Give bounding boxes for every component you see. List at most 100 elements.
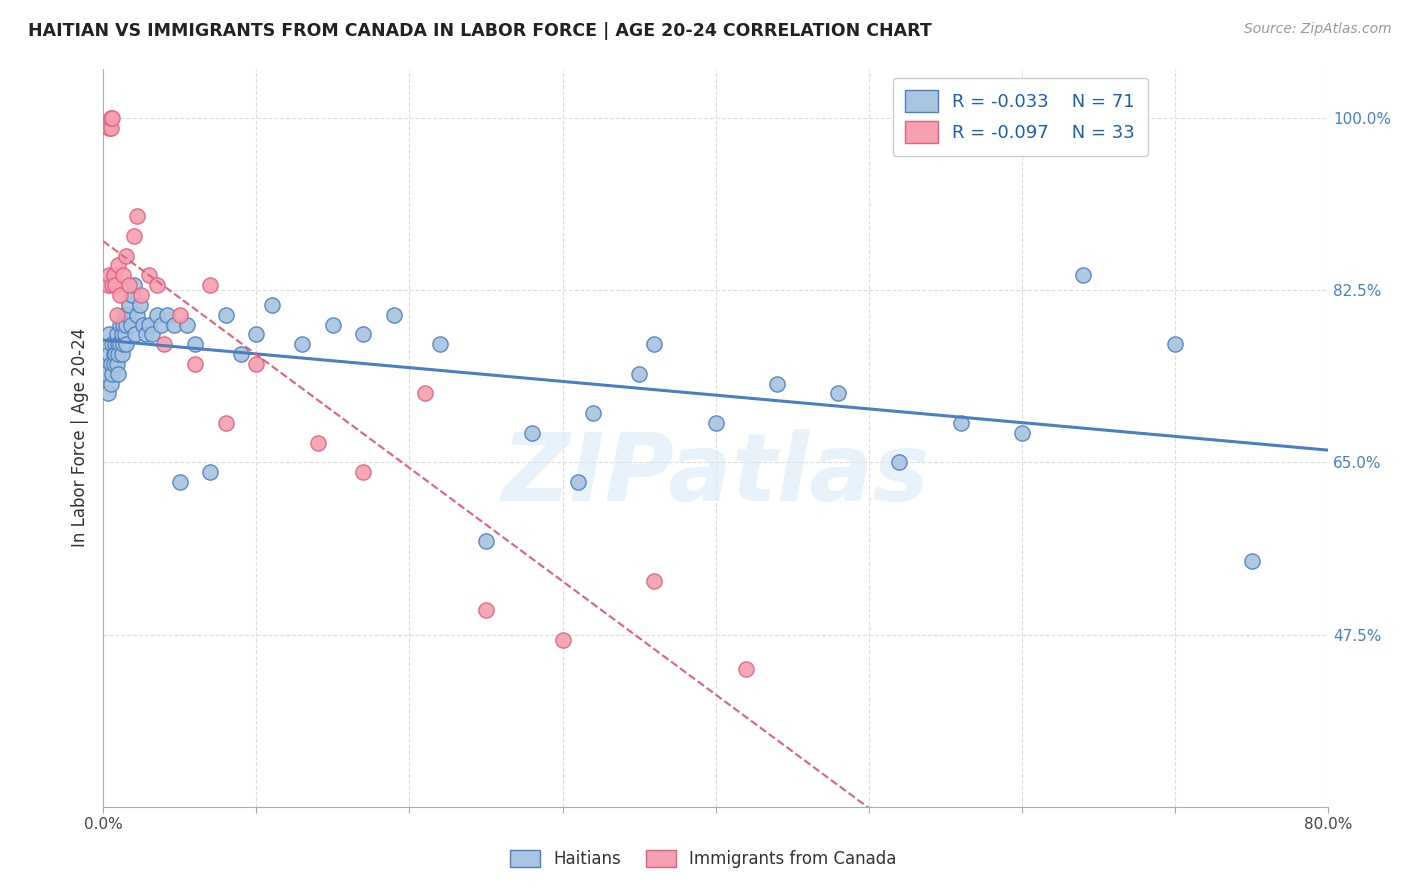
- Point: [567, 475, 589, 489]
- Point: [150, 318, 173, 332]
- Point: [112, 318, 135, 332]
- Point: [101, 111, 124, 125]
- Point: [118, 298, 141, 312]
- Point: [107, 347, 129, 361]
- Point: [101, 278, 124, 293]
- Point: [1240, 554, 1263, 568]
- Point: [100, 120, 122, 135]
- Point: [582, 406, 605, 420]
- Point: [643, 574, 665, 588]
- Y-axis label: In Labor Force | Age 20-24: In Labor Force | Age 20-24: [72, 328, 89, 548]
- Point: [132, 318, 155, 332]
- Text: Source: ZipAtlas.com: Source: ZipAtlas.com: [1244, 22, 1392, 37]
- Point: [135, 327, 157, 342]
- Point: [105, 308, 128, 322]
- Point: [107, 337, 129, 351]
- Point: [352, 327, 374, 342]
- Point: [200, 465, 222, 479]
- Point: [766, 376, 789, 391]
- Point: [1164, 337, 1187, 351]
- Point: [103, 268, 125, 283]
- Text: ZIPatlas: ZIPatlas: [502, 429, 929, 521]
- Point: [628, 367, 651, 381]
- Point: [889, 455, 911, 469]
- Point: [169, 308, 191, 322]
- Point: [110, 347, 132, 361]
- Point: [100, 376, 122, 391]
- Point: [118, 278, 141, 293]
- Point: [101, 367, 124, 381]
- Point: [120, 318, 142, 332]
- Point: [643, 337, 665, 351]
- Point: [184, 337, 207, 351]
- Point: [98, 347, 121, 361]
- Point: [98, 327, 121, 342]
- Point: [214, 308, 236, 322]
- Point: [97, 278, 120, 293]
- Point: [98, 120, 121, 135]
- Point: [98, 268, 121, 283]
- Point: [169, 475, 191, 489]
- Point: [145, 308, 167, 322]
- Point: [114, 308, 136, 322]
- Point: [96, 367, 118, 381]
- Point: [260, 298, 283, 312]
- Point: [245, 327, 267, 342]
- Point: [108, 318, 131, 332]
- Point: [291, 337, 314, 351]
- Point: [475, 534, 498, 549]
- Point: [153, 337, 176, 351]
- Point: [115, 249, 138, 263]
- Point: [382, 308, 405, 322]
- Point: [214, 416, 236, 430]
- Point: [735, 662, 758, 676]
- Legend: Haitians, Immigrants from Canada: Haitians, Immigrants from Canada: [503, 843, 903, 875]
- Point: [104, 347, 127, 361]
- Point: [949, 416, 972, 430]
- Point: [124, 327, 146, 342]
- Point: [101, 337, 124, 351]
- Point: [1011, 425, 1033, 440]
- Point: [551, 632, 574, 647]
- Point: [125, 209, 148, 223]
- Point: [110, 327, 132, 342]
- Point: [121, 288, 143, 302]
- Point: [245, 357, 267, 371]
- Point: [112, 268, 135, 283]
- Point: [100, 357, 122, 371]
- Point: [105, 357, 128, 371]
- Point: [322, 318, 344, 332]
- Point: [114, 327, 136, 342]
- Point: [108, 337, 131, 351]
- Point: [105, 327, 128, 342]
- Point: [107, 259, 129, 273]
- Point: [145, 278, 167, 293]
- Point: [184, 357, 207, 371]
- Point: [141, 327, 163, 342]
- Point: [352, 465, 374, 479]
- Point: [117, 308, 139, 322]
- Point: [176, 318, 198, 332]
- Point: [97, 386, 120, 401]
- Point: [827, 386, 849, 401]
- Legend: R = -0.033    N = 71, R = -0.097    N = 33: R = -0.033 N = 71, R = -0.097 N = 33: [893, 78, 1147, 156]
- Point: [131, 288, 153, 302]
- Point: [108, 288, 131, 302]
- Point: [125, 308, 148, 322]
- Point: [520, 425, 543, 440]
- Point: [115, 318, 138, 332]
- Point: [104, 337, 127, 351]
- Point: [103, 357, 125, 371]
- Point: [104, 278, 127, 293]
- Point: [413, 386, 436, 401]
- Point: [307, 435, 329, 450]
- Point: [107, 367, 129, 381]
- Point: [100, 111, 122, 125]
- Point: [229, 347, 252, 361]
- Point: [112, 337, 135, 351]
- Point: [704, 416, 727, 430]
- Point: [103, 347, 125, 361]
- Text: HAITIAN VS IMMIGRANTS FROM CANADA IN LABOR FORCE | AGE 20-24 CORRELATION CHART: HAITIAN VS IMMIGRANTS FROM CANADA IN LAB…: [28, 22, 932, 40]
- Point: [128, 298, 150, 312]
- Point: [115, 337, 138, 351]
